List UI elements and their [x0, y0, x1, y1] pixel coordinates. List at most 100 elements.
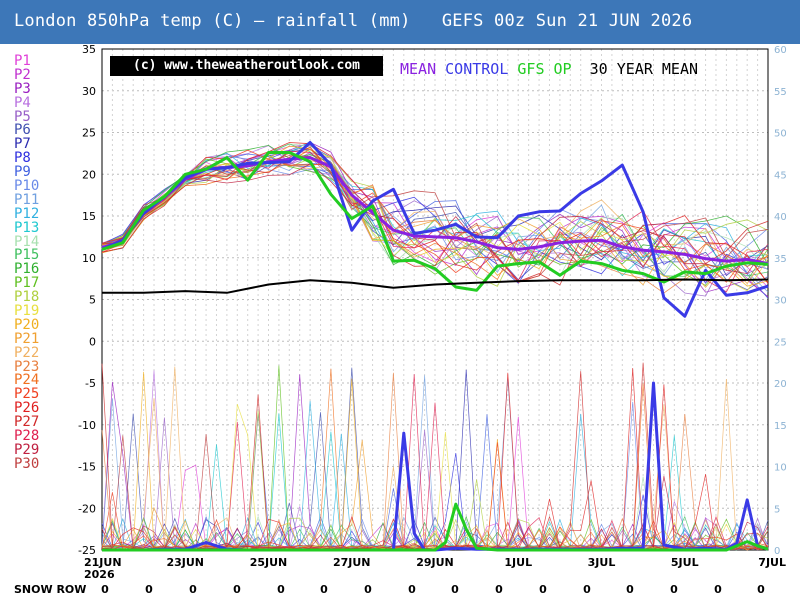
y-tick-right: 50 — [774, 129, 787, 140]
member-temp-line-p13 — [101, 141, 769, 277]
member-label: P26 — [14, 400, 40, 417]
y-tick-left: 25 — [82, 127, 96, 140]
member-temp-line-p4 — [101, 145, 769, 283]
x-tick-label: 27JUN — [333, 556, 371, 569]
snow-row-value: 0 — [539, 583, 547, 596]
x-tick-label: 1JUL — [504, 556, 532, 569]
y-tick-left: -15 — [78, 461, 96, 474]
snow-row-value: 0 — [145, 583, 153, 596]
member-label: P23 — [14, 358, 40, 375]
member-label: P24 — [14, 372, 40, 389]
member-label: P14 — [14, 233, 40, 250]
y-tick-left: 30 — [82, 85, 96, 98]
member-label: P2 — [14, 66, 31, 83]
member-label: P29 — [14, 441, 40, 458]
member-label: P17 — [14, 275, 40, 292]
member-temp-line-p2 — [101, 151, 769, 298]
snow-row-value: 0 — [583, 583, 591, 596]
y-tick-right: 35 — [774, 254, 787, 265]
legend-item: MEAN — [400, 60, 437, 78]
member-label: P6 — [14, 122, 31, 139]
member-temp-line-p24 — [101, 148, 769, 280]
y-tick-left: -25 — [78, 544, 96, 557]
member-label: P11 — [14, 191, 40, 208]
x-tick-label: 5JUL — [671, 556, 699, 569]
member-label: P22 — [14, 344, 40, 361]
member-label: P9 — [14, 164, 31, 181]
member-temp-line-p22 — [101, 158, 769, 271]
y-tick-left: -20 — [78, 502, 96, 515]
x-tick-year: 2026 — [84, 568, 115, 581]
member-label: P18 — [14, 289, 40, 306]
member-label: P5 — [14, 108, 31, 125]
y-tick-right: 45 — [774, 170, 787, 181]
y-tick-left: 35 — [82, 43, 96, 56]
member-label: P25 — [14, 386, 40, 403]
member-label: P30 — [14, 455, 40, 472]
y-tick-right: 30 — [774, 296, 787, 307]
snow-row-value: 0 — [451, 583, 459, 596]
x-tick-label: 7JUL — [758, 556, 786, 569]
member-temp-line-p29 — [101, 163, 769, 275]
snow-row-value: 0 — [757, 583, 765, 596]
snow-row-value: 0 — [408, 583, 416, 596]
snow-row-value: 0 — [233, 583, 241, 596]
x-tick-label: 29JUN — [416, 556, 454, 569]
legend-item: CONTROL — [445, 60, 509, 78]
x-tick-label: 3JUL — [588, 556, 616, 569]
y-tick-right: 60 — [774, 45, 787, 56]
member-label: P21 — [14, 330, 40, 347]
member-label: P16 — [14, 261, 40, 278]
member-rain-line-p22 — [101, 366, 769, 551]
legend-item: 30 YEAR MEAN — [589, 60, 699, 78]
y-tick-left: 10 — [82, 252, 96, 265]
y-tick-right: 40 — [774, 212, 787, 223]
ensemble-spaghetti — [101, 141, 769, 552]
snow-row: SNOW ROW 0 0 0 0 0 0 0 0 0 0 0 0 0 0 0 0 — [0, 583, 800, 601]
snow-row-value: 0 — [189, 583, 197, 596]
member-label: P19 — [14, 303, 40, 320]
y-tick-left: 5 — [89, 294, 96, 307]
y-tick-right: 15 — [774, 421, 787, 432]
member-label: P7 — [14, 136, 31, 153]
control-temp-line — [101, 141, 769, 318]
y-tick-right: 55 — [774, 87, 787, 98]
member-label: P3 — [14, 80, 31, 97]
x-tick-label: 25JUN — [250, 556, 288, 569]
axes: 35302520151050-5-10-15-20-25605550454035… — [78, 43, 787, 581]
y-tick-right: 5 — [774, 504, 780, 515]
member-label: P1 — [14, 53, 31, 69]
member-label: P13 — [14, 219, 40, 236]
member-temp-line-p25 — [101, 149, 769, 284]
member-rain-line-p28 — [101, 374, 769, 550]
member-rain-line-p25 — [101, 442, 769, 552]
member-label: P27 — [14, 414, 40, 431]
y-tick-right: 25 — [774, 337, 787, 348]
x-tick-label: 21JUN — [84, 556, 122, 569]
member-label: P28 — [14, 428, 40, 445]
snow-row-value: 0 — [495, 583, 503, 596]
snow-row-value: 0 — [320, 583, 328, 596]
snow-row-value: 0 — [364, 583, 372, 596]
ensemble-member-list: P1 P2 P3 P4 P5 P6 P7 P8 P9 P10 P11 P12 P13 P14 P15 P16 P… — [14, 53, 74, 472]
member-label: P4 — [14, 94, 31, 111]
snow-row-value: 0 — [101, 583, 109, 596]
highlighted-series — [101, 141, 769, 552]
member-label: P8 — [14, 150, 31, 167]
snow-row-value: 0 — [670, 583, 678, 596]
copyright-banner: (c) www.theweatheroutlook.com — [110, 56, 383, 76]
legend-item: GFS OP — [517, 60, 572, 78]
snow-row-value: 0 — [714, 583, 722, 596]
chart-title: London 850hPa temp (C) — rainfall (mm) G… — [14, 11, 693, 31]
snow-row-value: 0 — [626, 583, 634, 596]
y-tick-left: 15 — [82, 210, 96, 223]
member-label: P10 — [14, 178, 40, 195]
y-tick-left: 20 — [82, 168, 96, 181]
member-label: P12 — [14, 205, 40, 222]
gfs-op-rain-line — [102, 502, 769, 552]
y-tick-right: 0 — [774, 546, 780, 557]
member-temp-line-p27 — [101, 146, 769, 286]
y-tick-left: -10 — [78, 419, 96, 432]
grid — [101, 48, 769, 551]
